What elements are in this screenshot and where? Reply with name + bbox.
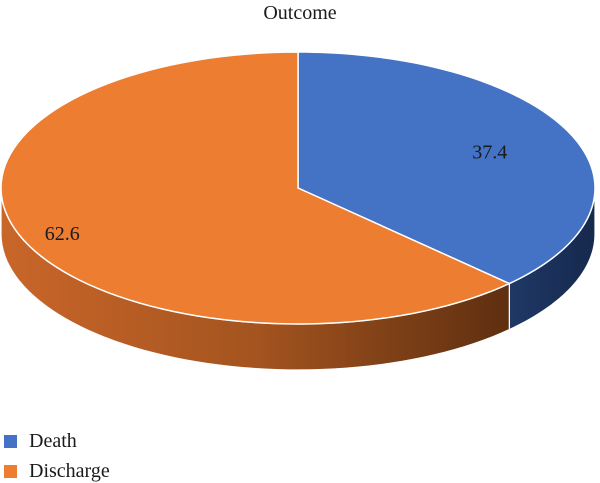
legend-swatch-discharge	[4, 464, 17, 478]
legend-label-death: Death	[29, 429, 77, 452]
pie-slice-death	[297, 51, 596, 285]
pie-labels: 37.4 62.6	[45, 141, 507, 245]
legend-item-discharge: Discharge	[4, 456, 110, 483]
data-label-discharge: 62.6	[45, 223, 80, 245]
chart-title: Outcome	[263, 2, 337, 24]
pie-tops	[0, 51, 596, 325]
legend-label-discharge: Discharge	[29, 459, 110, 482]
data-label-death: 37.4	[472, 141, 507, 163]
pie-slice-discharge	[0, 51, 512, 325]
legend-swatch-death	[4, 434, 17, 448]
legend: Death Discharge	[4, 426, 110, 483]
legend-item-death: Death	[4, 426, 110, 456]
